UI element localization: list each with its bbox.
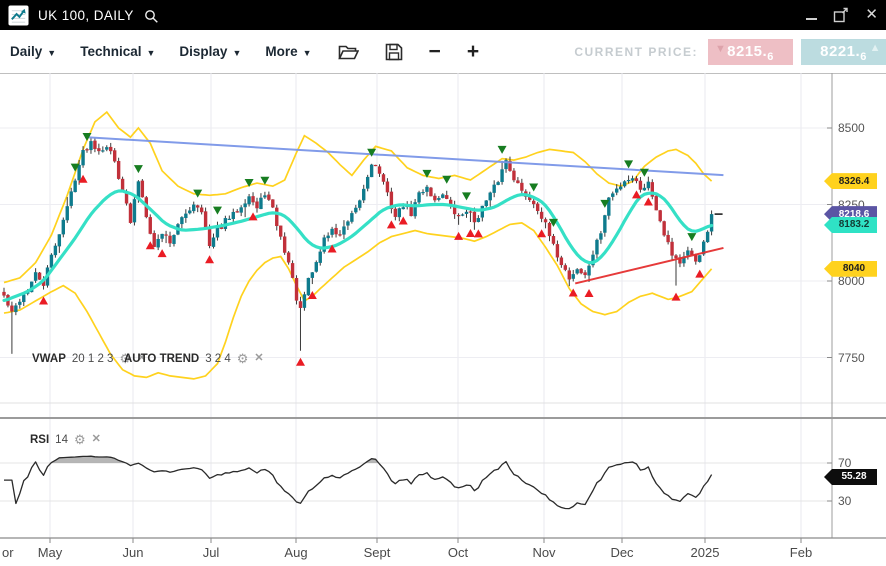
minimize-icon[interactable]	[806, 18, 818, 20]
menu-technical-label: Technical	[80, 44, 142, 59]
chevron-down-icon: ▼	[232, 47, 242, 58]
rsi-value-badge: 55.28	[824, 468, 877, 485]
month-label: Dec	[610, 545, 634, 560]
toolbar: Daily ▼ Technical ▼ Display ▼ More ▼	[0, 30, 886, 74]
buy-price-frac: 6	[860, 50, 867, 63]
sell-price-frac: 6	[767, 50, 774, 63]
month-label: Jul	[202, 545, 220, 560]
rsi-line	[4, 455, 713, 510]
close-icon[interactable]: ✕	[137, 352, 147, 364]
vwap-line	[2, 189, 714, 302]
open-folder-icon[interactable]	[337, 43, 359, 60]
chevron-down-icon: ▼	[146, 47, 156, 58]
price-badge: 8183.2	[824, 216, 877, 233]
chevron-down-icon: ▼	[47, 47, 57, 58]
legend-vwap: VWAP 20 1 2 3 ⚙ ✕	[32, 352, 146, 365]
price-badge: 8326.4	[824, 173, 877, 190]
menu-more-label: More	[265, 44, 298, 59]
lower-band-line	[3, 222, 713, 380]
rsi-tick-label: 70	[838, 456, 852, 470]
legend-vwap-params: 20 1 2 3	[71, 352, 114, 365]
close-icon[interactable]: ✕	[254, 352, 264, 364]
month-label: 2025	[690, 545, 720, 560]
rsi-tick-label: 30	[838, 494, 852, 508]
menu-timeframe-label: Daily	[10, 44, 43, 59]
popout-icon[interactable]	[833, 7, 849, 23]
month-label: Sept	[363, 545, 391, 560]
legend-autotrend-name: AUTO TREND	[124, 352, 200, 365]
price-tick-label: 8000	[838, 274, 865, 288]
arrow-up-icon: ▲	[869, 41, 881, 54]
close-icon[interactable]: ✕	[91, 433, 101, 445]
price-chart-canvas[interactable]	[0, 73, 886, 566]
month-label: Aug	[284, 545, 308, 560]
month-label: May	[37, 545, 63, 560]
chevron-down-icon: ▼	[302, 47, 312, 58]
gear-icon[interactable]: ⚙	[236, 351, 249, 366]
gridlines	[0, 73, 886, 538]
legend-autotrend-params: 3 2 4	[205, 352, 231, 365]
sell-price-button[interactable]: ▼ 8215. 6	[708, 38, 793, 65]
upper-band-line	[3, 110, 713, 284]
zoom-out-button[interactable]: −	[428, 40, 441, 63]
candles-layer	[2, 138, 714, 354]
chart-region: VWAP 20 1 2 3 ⚙ ✕ AUTO TREND 3 2 4 ⚙ ✕ R…	[0, 73, 886, 566]
price-tick-label: 7750	[838, 350, 865, 365]
current-price-label: CURRENT PRICE:	[574, 44, 698, 59]
search-icon[interactable]	[144, 9, 159, 24]
menu-display[interactable]: Display ▼	[179, 44, 241, 59]
menu-timeframe[interactable]: Daily ▼	[10, 44, 56, 59]
app-logo-icon	[8, 4, 29, 26]
current-price-panel: CURRENT PRICE: ▼ 8215. 6 8221. 6 ▲	[574, 30, 886, 73]
trendline-resistance	[84, 136, 724, 177]
menu-technical[interactable]: Technical ▼	[80, 44, 155, 59]
legend-vwap-name: VWAP	[32, 352, 66, 365]
menu-more[interactable]: More ▼	[265, 44, 311, 59]
window-controls: ✕	[806, 0, 878, 30]
legend-rsi-name: RSI	[30, 433, 50, 446]
legend-autotrend: AUTO TREND 3 2 4 ⚙ ✕	[124, 352, 264, 365]
month-label: Feb	[789, 545, 813, 560]
month-label: Jun	[122, 545, 144, 560]
buy-price-value: 8221.	[820, 43, 861, 60]
titlebar: UK 100, DAILY ✕	[0, 0, 886, 30]
legend-rsi-params: 14	[55, 433, 68, 446]
arrow-down-icon: ▼	[715, 42, 727, 55]
signal-markers	[39, 132, 705, 366]
chart-title: UK 100, DAILY	[38, 7, 134, 23]
month-label: or	[2, 545, 14, 560]
legend-rsi: RSI 14 ⚙ ✕	[30, 433, 101, 446]
sell-price-value: 8215.	[727, 43, 768, 60]
save-icon[interactable]	[385, 43, 403, 61]
trendline-support	[574, 246, 724, 285]
menu-display-label: Display	[179, 44, 228, 59]
gear-icon[interactable]: ⚙	[73, 432, 86, 447]
price-badge: 8040	[824, 260, 877, 277]
month-label: Nov	[532, 545, 556, 560]
gear-icon[interactable]: ⚙	[119, 351, 132, 366]
buy-price-button[interactable]: 8221. 6 ▲	[801, 38, 886, 65]
month-label: Oct	[447, 545, 469, 560]
zoom-in-button[interactable]: +	[466, 40, 480, 63]
close-icon[interactable]: ✕	[865, 6, 878, 23]
price-tick-label: 8500	[838, 121, 865, 135]
